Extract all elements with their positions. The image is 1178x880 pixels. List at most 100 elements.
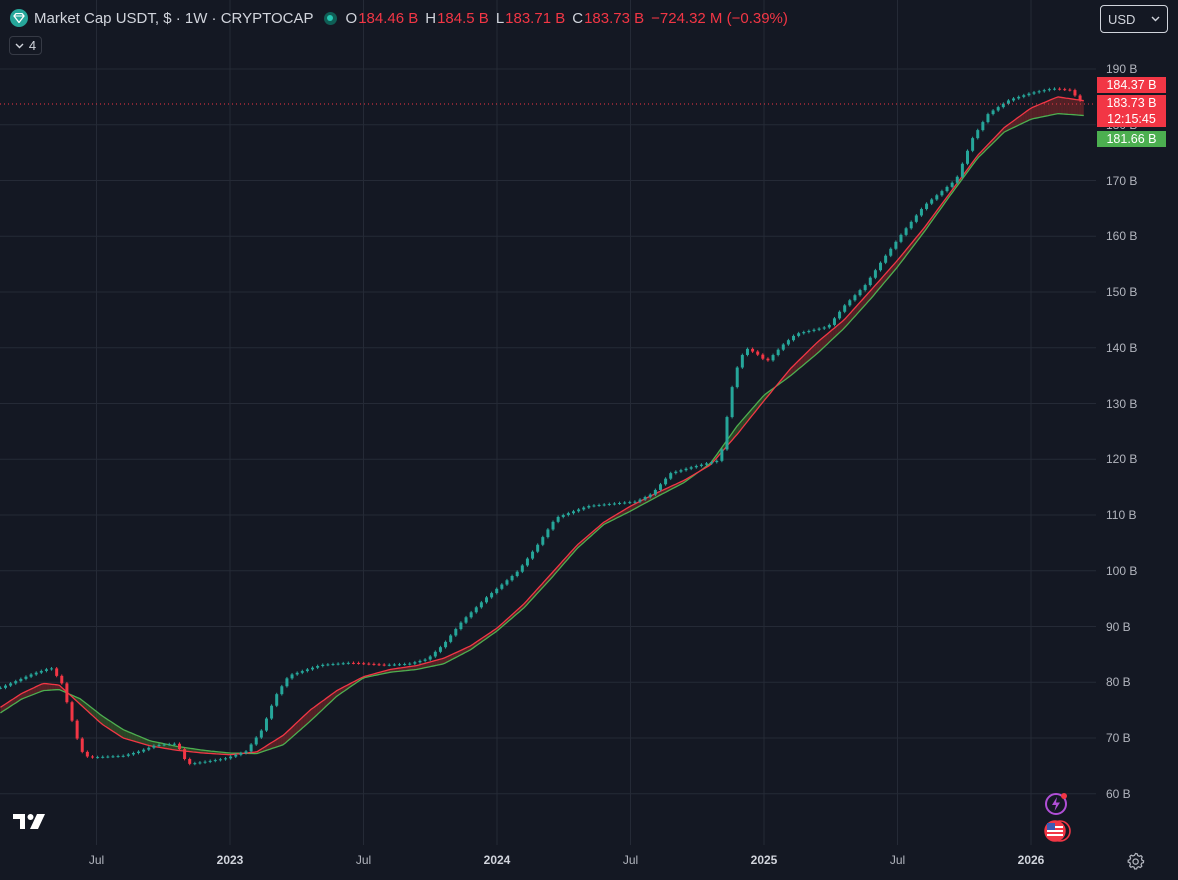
candle-body	[270, 705, 274, 719]
diamond-icon[interactable]	[10, 9, 28, 27]
ribbon-segment	[285, 730, 288, 743]
ribbon-segment	[46, 683, 50, 691]
tradingview-logo-icon[interactable]	[13, 813, 46, 830]
candle-body	[689, 467, 693, 469]
candle-body	[889, 248, 893, 256]
indicators-toggle-button[interactable]: 4	[9, 36, 42, 55]
gear-icon[interactable]	[1127, 852, 1145, 870]
candle-body	[121, 755, 125, 757]
candle-body	[525, 558, 529, 566]
ribbon-segment	[144, 738, 147, 745]
candle-body	[50, 668, 54, 670]
ribbon-segment	[837, 323, 840, 335]
candle-body	[218, 759, 222, 761]
candle-body	[899, 234, 903, 242]
ribbon-segment	[318, 701, 322, 714]
candle-body	[551, 521, 555, 530]
currency-value: USD	[1108, 11, 1136, 27]
ribbon-segment	[911, 239, 915, 249]
candle-body	[259, 730, 263, 738]
lightning-icon[interactable]	[1043, 791, 1069, 817]
candle-body	[264, 718, 268, 731]
candle-body	[479, 602, 483, 608]
market-status-dot[interactable]	[323, 11, 337, 25]
candle-body	[336, 663, 340, 665]
ribbon-segment	[44, 683, 47, 691]
candle-body	[341, 663, 345, 665]
candle-body	[843, 305, 847, 312]
candle-body	[981, 122, 985, 131]
currency-select[interactable]: USD	[1100, 5, 1168, 33]
y-tick-label: 110 B	[1106, 508, 1137, 522]
ribbon-segment	[33, 686, 37, 695]
candle-body	[1022, 95, 1026, 97]
candle-body	[9, 683, 13, 686]
ribbon-segment	[159, 742, 163, 748]
ma-fast-line	[0, 96, 1084, 756]
candle-body	[55, 668, 59, 676]
ribbon-segment	[133, 734, 137, 742]
candle-body	[444, 641, 448, 648]
ribbon-segment	[423, 662, 427, 668]
candle-body	[464, 617, 468, 623]
ribbon-segment	[121, 728, 124, 739]
ribbon-segment	[1042, 102, 1046, 117]
candle-body	[433, 651, 437, 657]
ribbon-segment	[275, 738, 278, 748]
ribbon-segment	[311, 707, 314, 721]
candle-body	[403, 664, 407, 666]
candle-body	[1037, 91, 1041, 93]
ribbon-segment	[485, 634, 489, 640]
ohlc-value-c: 183.73 B	[584, 9, 645, 27]
candle-body	[684, 468, 688, 471]
candle-body	[162, 744, 166, 746]
us-flag-icon[interactable]	[1043, 818, 1071, 844]
candle-body	[198, 762, 202, 764]
y-tick-label: 70 B	[1106, 731, 1131, 745]
candle-body	[490, 593, 494, 598]
candle-body	[377, 664, 381, 666]
ribbon-segment	[146, 739, 150, 746]
candle-body	[771, 355, 775, 361]
candle-body	[566, 513, 570, 516]
ribbon-segment	[431, 660, 435, 667]
candle-body	[628, 502, 632, 504]
candle-body	[612, 503, 616, 505]
candle-body	[838, 311, 842, 319]
candle-body	[1027, 93, 1031, 96]
ribbon-segment	[1055, 96, 1059, 115]
candle-body	[193, 763, 197, 765]
candle-body	[597, 504, 601, 506]
symbol-title[interactable]: Market Cap USDT, $ · 1W · CRYPTOCAP	[34, 9, 314, 27]
candle-body	[930, 199, 934, 204]
candle-body	[65, 683, 69, 703]
ribbon-segment	[20, 692, 24, 700]
ribbon-segment	[103, 716, 106, 727]
ribbon-segment	[916, 233, 920, 242]
candle-body	[587, 505, 591, 508]
candle-body	[500, 584, 504, 589]
ribbon-segment	[300, 716, 304, 730]
candle-body	[1078, 95, 1082, 101]
ribbon-segment	[128, 731, 132, 741]
ribbon-segment	[313, 705, 317, 718]
candle-body	[106, 756, 110, 758]
ribbon-segment	[154, 741, 157, 747]
candle-body	[971, 138, 975, 151]
candle-body	[24, 676, 28, 679]
candle-body	[172, 743, 176, 745]
ribbon-segment	[1001, 127, 1005, 135]
ribbon-segment	[113, 723, 116, 734]
candle-body	[1052, 88, 1056, 90]
ribbon-segment	[290, 726, 294, 739]
ribbon-segment	[172, 745, 175, 750]
candle-body	[75, 720, 79, 739]
ribbon-segment	[282, 733, 286, 745]
x-tick-label: Jul	[88, 853, 105, 867]
candle-body	[520, 565, 524, 572]
candle-body	[224, 758, 228, 760]
ribbon-segment	[536, 586, 540, 594]
candle-body	[863, 285, 867, 291]
ribbon-segment	[521, 603, 525, 610]
